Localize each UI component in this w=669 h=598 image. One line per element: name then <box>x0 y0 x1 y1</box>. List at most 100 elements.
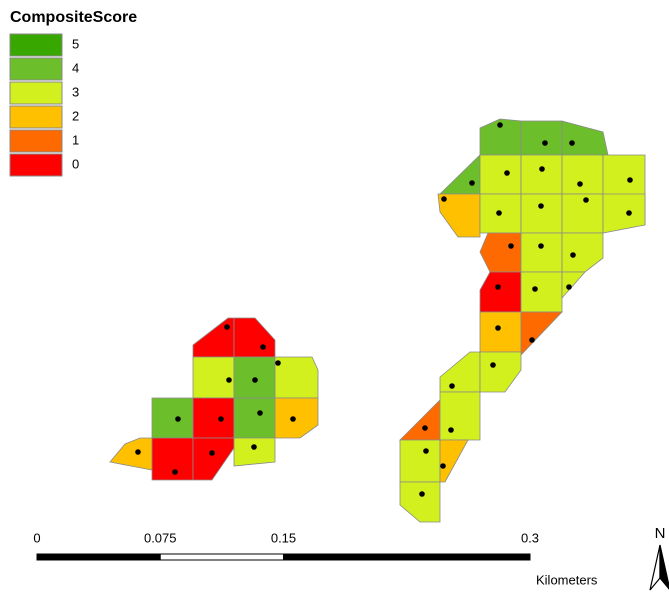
legend-label: 3 <box>72 84 79 99</box>
cell <box>399 399 441 441</box>
scale-label: 0.15 <box>271 530 296 545</box>
legend-title: CompositeScore <box>10 9 137 26</box>
cell <box>437 193 481 238</box>
sample-point <box>529 337 535 343</box>
legend-label: 4 <box>72 60 79 75</box>
legend-swatch <box>9 105 63 129</box>
sample-point <box>257 410 263 416</box>
sample-point <box>626 210 632 216</box>
legend-swatch <box>9 57 63 81</box>
cell <box>520 232 563 273</box>
cell <box>192 397 235 439</box>
legend-label: 2 <box>72 108 79 123</box>
sample-point <box>172 469 178 475</box>
legend-label: 0 <box>72 156 79 171</box>
cell <box>399 481 441 523</box>
sample-point <box>508 243 514 249</box>
cell <box>274 397 319 439</box>
cell <box>561 120 609 156</box>
sample-point <box>497 122 503 128</box>
sample-point <box>275 360 281 366</box>
cell <box>479 154 522 195</box>
legend-swatch <box>9 81 63 105</box>
scale-segment <box>283 553 531 561</box>
cell <box>439 351 481 393</box>
legend-swatch <box>9 153 63 177</box>
sample-point <box>495 284 501 290</box>
cell <box>520 120 563 156</box>
sample-point <box>569 140 575 146</box>
legend-label: 5 <box>72 36 79 51</box>
sample-point <box>226 377 232 383</box>
cell <box>151 397 194 439</box>
sample-point <box>440 463 446 469</box>
sample-point <box>570 252 576 258</box>
cell <box>151 437 194 481</box>
sample-point <box>218 416 224 422</box>
cell <box>274 356 319 399</box>
sample-point <box>566 284 572 290</box>
sample-point <box>627 177 633 183</box>
cell <box>561 232 604 273</box>
cell <box>399 439 441 483</box>
scale-label: 0.075 <box>144 530 177 545</box>
sample-point <box>260 344 266 350</box>
sample-point <box>577 181 583 187</box>
sample-point <box>538 203 544 209</box>
cell <box>520 193 563 234</box>
sample-point <box>448 427 454 433</box>
arrow-right <box>659 544 669 590</box>
legend-swatch <box>9 129 63 153</box>
cell <box>233 397 276 439</box>
sample-point <box>469 180 475 186</box>
cell <box>520 154 563 195</box>
sample-point <box>422 425 428 431</box>
sample-point <box>539 166 545 172</box>
north-label: N <box>655 525 666 542</box>
cell <box>439 391 481 441</box>
north-arrow: N <box>649 525 669 591</box>
scale-segment <box>36 553 161 561</box>
cell <box>439 154 481 195</box>
sample-point <box>583 197 589 203</box>
sample-point <box>175 416 181 422</box>
sample-point <box>441 196 447 202</box>
sample-point <box>419 491 425 497</box>
sample-point <box>504 170 510 176</box>
cell <box>479 271 522 313</box>
arrow-left <box>649 544 661 591</box>
sample-point <box>495 325 501 331</box>
legend-swatch <box>9 33 63 57</box>
cell <box>233 317 276 358</box>
sample-point <box>490 362 496 368</box>
sample-point <box>496 210 502 216</box>
cell <box>561 193 604 234</box>
sample-point <box>209 450 215 456</box>
cell <box>233 437 276 467</box>
cell <box>561 154 604 195</box>
legend-label: 1 <box>72 132 79 147</box>
cell <box>109 437 153 471</box>
cell <box>439 439 469 483</box>
cell <box>561 271 586 300</box>
cell <box>479 232 522 273</box>
sample-point <box>224 324 230 330</box>
legend: 5 4 3 2 1 0 <box>9 33 79 177</box>
cell <box>602 193 646 234</box>
cell <box>479 351 522 393</box>
cell <box>192 317 235 358</box>
sample-point <box>423 448 429 454</box>
sample-point <box>538 243 544 249</box>
sample-point <box>135 449 141 455</box>
sample-point <box>251 444 257 450</box>
scale-label: 0.3 <box>521 530 539 545</box>
sample-point <box>252 377 258 383</box>
scale-bar: 0 0.075 0.15 0.3 Kilometers <box>33 530 598 587</box>
cell <box>479 311 522 353</box>
cells <box>109 118 646 523</box>
scale-segment <box>159 553 284 561</box>
scale-unit: Kilometers <box>536 572 598 587</box>
sample-point <box>542 140 548 146</box>
cell <box>520 311 563 356</box>
